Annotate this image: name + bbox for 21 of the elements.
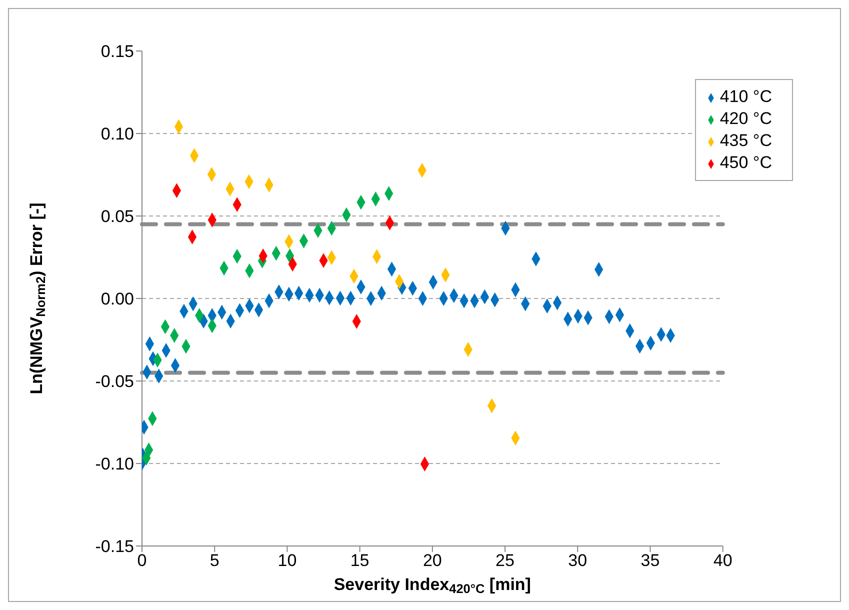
y-tick-label: -0.15: [95, 537, 134, 556]
y-tick-label: 0.05: [100, 207, 134, 226]
x-tick-label: 10: [278, 551, 297, 570]
y-tick-label: 0.10: [100, 124, 134, 144]
x-axis-title: Severity Index$_{420°C}$ [min]: [334, 575, 531, 596]
legend-label: 435 °C: [720, 131, 772, 150]
y-tick-label: 0.00: [100, 290, 134, 309]
x-tick-label: 35: [640, 551, 660, 570]
legend-label: 410 °C: [720, 87, 772, 106]
x-tick-label: 40: [713, 551, 732, 570]
y-tick-label: -0.05: [95, 372, 134, 392]
x-tick-label: 0: [137, 551, 147, 570]
x-tick-label: 5: [210, 551, 220, 570]
y-tick-label: 0.15: [100, 42, 134, 62]
x-tick-label: 15: [350, 551, 370, 570]
legend-label: 450 °C: [720, 153, 772, 172]
x-tick-label: 30: [568, 551, 588, 570]
legend-label: 420 °C: [720, 109, 772, 128]
x-tick-label: 20: [422, 551, 442, 570]
x-tick-label: 25: [496, 551, 514, 570]
y-tick-label: -0.10: [95, 454, 134, 474]
